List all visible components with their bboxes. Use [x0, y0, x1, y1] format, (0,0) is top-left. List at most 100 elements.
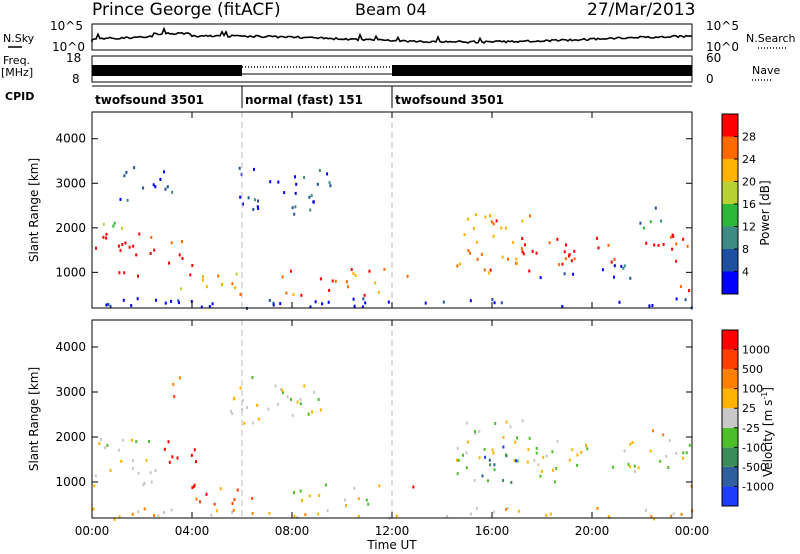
scatter-cell: [217, 274, 220, 278]
scatter-cell: [133, 166, 136, 170]
scatter-cell: [181, 240, 183, 244]
scatter-cell: [469, 251, 471, 255]
scatter-cell: [539, 276, 542, 280]
scatter-cell: [670, 514, 673, 518]
scatter-cell: [620, 264, 623, 268]
scatter-cell: [293, 491, 295, 495]
scatter-cell: [551, 450, 554, 454]
scatter-cell: [94, 474, 97, 478]
scatter-cell: [189, 273, 192, 277]
colorbar-swatch: [722, 447, 738, 467]
scatter-cell: [99, 438, 102, 441]
scatter-cell: [494, 422, 497, 425]
scatter-cell: [235, 272, 238, 276]
scatter-cell: [470, 512, 472, 516]
velocity-colorbar-label: Velocity [m s-1]: [760, 387, 775, 477]
velocity-colorbar: 1000 500 100 25 -25 -100 -500 -1000: [721, 329, 774, 507]
colorbar-tick-label: -1000: [742, 480, 774, 493]
scatter-cell: [633, 464, 636, 468]
scatter-cell: [171, 455, 174, 459]
scatter-cell: [613, 264, 616, 268]
scatter-cell: [277, 180, 280, 184]
scatter-cell: [653, 243, 656, 247]
scatter-cell: [442, 300, 445, 304]
scatter-cell: [345, 504, 347, 507]
scatter-cell: [316, 182, 319, 186]
scatter-cell: [109, 304, 112, 308]
scatter-cell: [292, 293, 295, 297]
scatter-cell: [317, 398, 320, 401]
y-tick-label: 2000: [55, 430, 86, 444]
colorbar-swatch: [722, 408, 738, 428]
scatter-cell: [675, 297, 678, 301]
cpid-segment-label: twofsound 3501: [395, 93, 504, 107]
colorbar-tick-label: 16: [742, 198, 756, 211]
scatter-cell: [353, 486, 356, 490]
noise-panel-frame: [91, 23, 693, 51]
scatter-cell: [122, 298, 125, 302]
scatter-cell: [180, 287, 183, 291]
colorbar-swatch: [722, 427, 738, 448]
scatter-cell: [293, 212, 296, 216]
scatter-cell: [128, 245, 131, 249]
scatter-cell: [377, 290, 380, 294]
scatter-cell: [117, 448, 120, 452]
scatter-cell: [135, 440, 138, 444]
scatter-cell: [457, 458, 460, 462]
scatter-cell: [221, 282, 224, 286]
scatter-cell: [210, 513, 213, 517]
scatter-cell: [501, 255, 504, 259]
noise-left-tick-top: 10^5: [50, 19, 83, 33]
scatter-cell: [121, 243, 124, 246]
scatter-cell: [154, 469, 157, 472]
scatter-cell: [130, 304, 133, 308]
scatter-cell: [487, 479, 489, 483]
scatter-cell: [324, 483, 327, 487]
cpid-segment-label: twofsound 3501: [95, 93, 204, 107]
scatter-cell: [102, 222, 105, 226]
scatter-cell: [682, 237, 685, 241]
x-tick-label: 12:00: [375, 524, 410, 538]
x-tick-label: 08:00: [275, 524, 310, 538]
scatter-cell: [507, 257, 509, 261]
scatter-cell: [102, 235, 105, 239]
scatter-cell: [171, 190, 174, 194]
scatter-cell: [170, 508, 173, 512]
scatter-cell: [234, 286, 237, 290]
colorbar-tick-label: 25: [742, 402, 756, 415]
scatter-cell: [350, 268, 353, 271]
scatter-cell: [484, 455, 487, 459]
scatter-cell: [205, 492, 208, 496]
scatter-cell: [300, 293, 303, 297]
scatter-cell: [150, 236, 153, 239]
scatter-cell: [462, 453, 464, 457]
scatter-cell: [500, 301, 503, 305]
scatter-cell: [545, 514, 548, 517]
scatter-cell: [136, 297, 139, 301]
scatter-cell: [145, 458, 148, 462]
power-x-ticks: [91, 112, 693, 308]
scatter-cell: [137, 510, 140, 514]
scatter-cell: [176, 456, 179, 460]
scatter-cell: [95, 246, 97, 250]
scatter-cell: [623, 449, 626, 453]
scatter-cell: [308, 494, 311, 498]
scatter-cell: [318, 169, 321, 172]
scatter-cell: [239, 386, 242, 390]
x-axis-label: Time UT: [366, 538, 417, 552]
scatter-cell: [682, 456, 684, 460]
scatter-cell: [568, 458, 571, 462]
scatter-cell: [229, 409, 232, 413]
colorbar-swatch: [722, 349, 738, 370]
scatter-cell: [556, 237, 559, 241]
scatter-cell: [561, 304, 564, 308]
scatter-cell: [137, 471, 140, 475]
scatter-cell: [362, 297, 365, 301]
scatter-cell: [521, 250, 524, 254]
scatter-cell: [233, 498, 236, 502]
y-tick-label: 2000: [55, 221, 86, 235]
scatter-cell: [282, 391, 284, 395]
scatter-cell: [352, 297, 355, 301]
power-time-dividers: [241, 112, 393, 308]
frequency-segment-2: [392, 65, 692, 76]
